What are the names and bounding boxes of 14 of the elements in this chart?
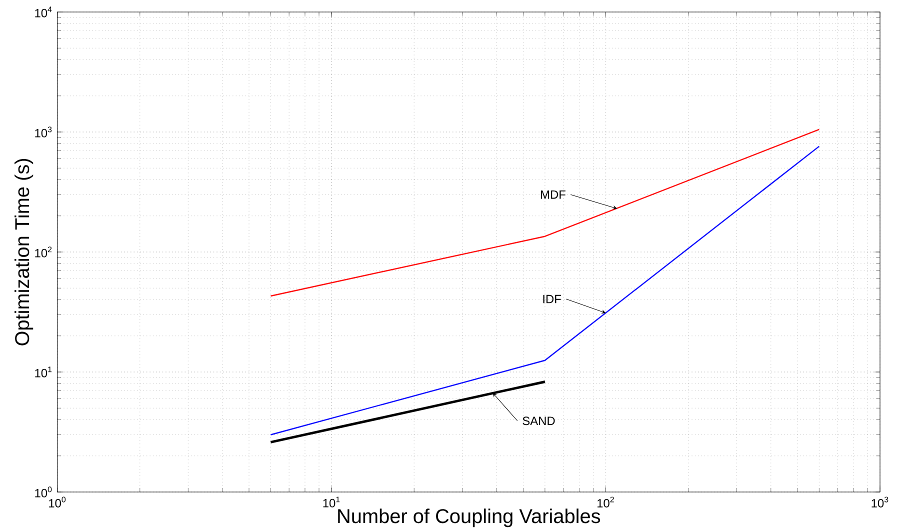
annotation: SAND [522, 416, 555, 426]
annotation: IDF [543, 294, 561, 304]
y-tick-label: 10$^{0}$ [35, 486, 52, 498]
x-axis-title: Number of Coupling Variables [338, 508, 600, 528]
y-tick-label: 10$^{2}$ [35, 246, 52, 258]
y-axis-title: Optimization Time (s) [14, 158, 34, 346]
y-tick-label: 10$^{4}$ [35, 6, 52, 18]
x-tick-label: 10$^{0}$ [49, 496, 66, 508]
x-tick-label: 10$^{3}$ [872, 496, 888, 508]
x-tick-label: 10$^{1}$ [323, 496, 340, 508]
y-tick-label: 10$^{1}$ [35, 366, 52, 378]
y-tick-label: 10$^{3}$ [35, 126, 52, 138]
x-tick-label: 10$^{2}$ [598, 496, 614, 508]
annotation: MDF [541, 190, 566, 199]
